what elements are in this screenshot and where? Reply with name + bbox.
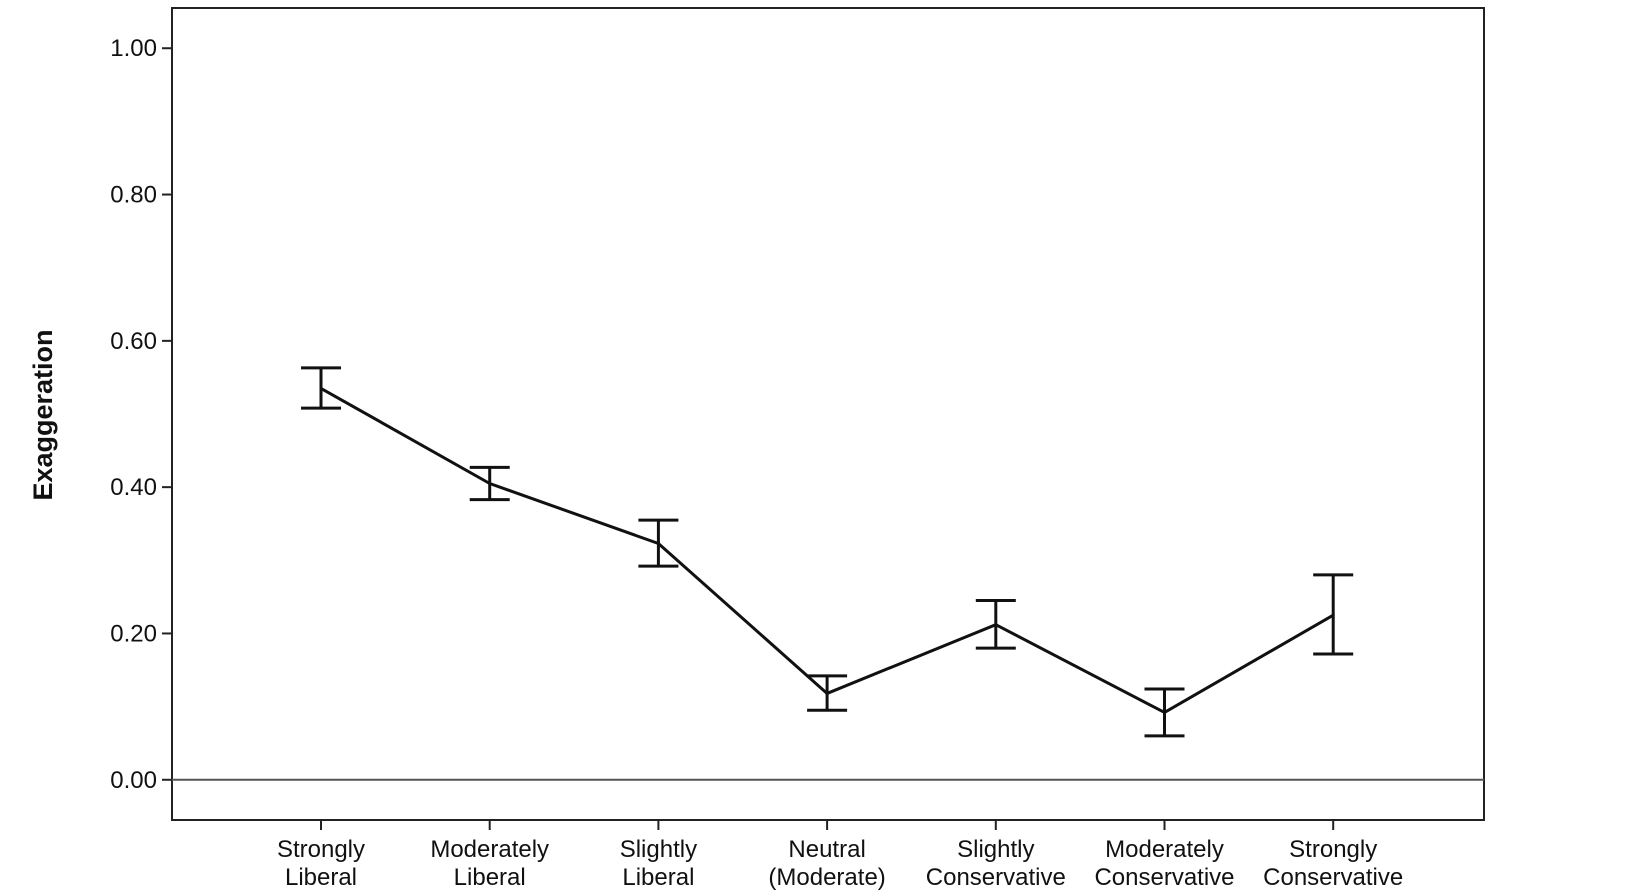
data-point <box>656 541 660 545</box>
x-tick-label-line2: (Moderate) <box>768 864 885 891</box>
series-line <box>320 387 1334 714</box>
x-tick-label-line2: Conservative <box>1094 864 1234 891</box>
x-tick-label-line1: Strongly <box>1289 836 1377 863</box>
x-axis: StronglyLiberalModeratelyLiberalSlightly… <box>277 820 1403 891</box>
y-axis-label: Exaggeration <box>28 329 58 500</box>
y-axis: 0.00 0.20 0.40 0.60 0.80 1.00 <box>110 35 172 794</box>
y-tick-label: 0.00 <box>110 767 157 794</box>
x-tick-label-line2: Liberal <box>454 864 526 891</box>
y-tick-label: 1.00 <box>110 35 157 62</box>
data-point <box>1163 710 1166 714</box>
x-tick-label-line1: Moderately <box>1105 836 1224 863</box>
y-tick-label: 0.80 <box>110 182 157 209</box>
data-point <box>994 623 998 627</box>
x-tick-label-line1: Moderately <box>430 836 549 863</box>
data-point <box>488 481 492 485</box>
x-tick-label-line1: Slightly <box>620 836 697 863</box>
x-tick-label-line1: Strongly <box>277 836 365 863</box>
data-point <box>319 386 323 390</box>
x-tick-label-line2: Liberal <box>622 864 694 891</box>
y-tick-label: 0.60 <box>110 328 157 355</box>
x-tick-label-line2: Conservative <box>926 864 1066 891</box>
y-tick-label: 0.20 <box>110 620 157 647</box>
x-tick-label-line1: Slightly <box>957 836 1034 863</box>
x-tick-label-line2: Liberal <box>285 864 357 891</box>
x-tick-label-line2: Conservative <box>1263 864 1403 891</box>
series-layer <box>301 366 1354 738</box>
y-tick-label: 0.40 <box>110 474 157 501</box>
x-tick-label-line1: Neutral <box>788 836 865 863</box>
data-point <box>1331 613 1335 617</box>
data-point <box>825 691 829 695</box>
